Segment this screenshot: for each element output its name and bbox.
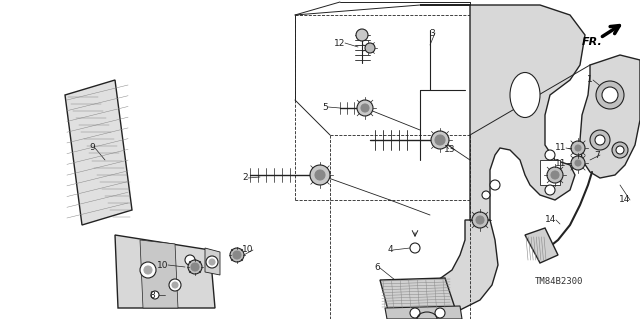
Circle shape: [571, 141, 585, 155]
Circle shape: [435, 135, 445, 145]
Circle shape: [612, 142, 628, 158]
Polygon shape: [140, 240, 178, 308]
Circle shape: [571, 156, 585, 170]
Circle shape: [545, 150, 555, 160]
Text: 2: 2: [243, 174, 248, 182]
Circle shape: [410, 243, 420, 253]
Text: 13: 13: [444, 145, 455, 154]
Text: 14: 14: [545, 216, 556, 225]
Circle shape: [435, 308, 445, 318]
Circle shape: [356, 29, 368, 41]
Polygon shape: [385, 306, 462, 319]
Circle shape: [357, 100, 373, 116]
Circle shape: [472, 212, 488, 228]
Polygon shape: [65, 80, 132, 225]
Circle shape: [595, 135, 605, 145]
Text: FR.: FR.: [582, 37, 602, 47]
Circle shape: [545, 185, 555, 195]
Polygon shape: [580, 55, 640, 178]
Circle shape: [169, 279, 181, 291]
Text: 8: 8: [149, 291, 155, 300]
Circle shape: [172, 282, 178, 288]
Text: 11: 11: [554, 144, 566, 152]
Circle shape: [616, 146, 624, 154]
Text: 12: 12: [333, 39, 345, 48]
Text: 14: 14: [619, 196, 630, 204]
Circle shape: [144, 266, 152, 274]
Circle shape: [365, 43, 375, 53]
Text: 6: 6: [374, 263, 380, 272]
Circle shape: [590, 130, 610, 150]
Circle shape: [602, 87, 618, 103]
Circle shape: [206, 256, 218, 268]
Circle shape: [151, 291, 159, 299]
Circle shape: [185, 255, 195, 265]
Text: 5: 5: [323, 102, 328, 112]
Text: 10: 10: [241, 246, 253, 255]
Circle shape: [310, 165, 330, 185]
Polygon shape: [390, 220, 498, 315]
Polygon shape: [540, 160, 560, 185]
Text: TM84B2300: TM84B2300: [535, 278, 584, 286]
Text: 11: 11: [554, 159, 566, 167]
Text: 9: 9: [89, 144, 95, 152]
Circle shape: [547, 167, 563, 183]
Polygon shape: [115, 235, 215, 308]
Circle shape: [482, 191, 490, 199]
Polygon shape: [420, 5, 585, 225]
Circle shape: [490, 180, 500, 190]
Text: 3: 3: [429, 28, 435, 38]
Circle shape: [230, 248, 244, 262]
Circle shape: [551, 171, 559, 179]
Circle shape: [476, 216, 484, 224]
Circle shape: [209, 259, 215, 265]
Circle shape: [315, 170, 325, 180]
Circle shape: [410, 308, 420, 318]
Polygon shape: [380, 278, 455, 310]
Circle shape: [596, 81, 624, 109]
Circle shape: [191, 263, 199, 271]
Polygon shape: [205, 248, 220, 275]
Circle shape: [361, 104, 369, 112]
Text: 7: 7: [595, 151, 600, 160]
Circle shape: [188, 260, 202, 274]
Circle shape: [140, 262, 156, 278]
Text: 1: 1: [588, 76, 593, 85]
Text: 4: 4: [387, 246, 393, 255]
Text: 10: 10: [157, 261, 168, 270]
Polygon shape: [525, 228, 558, 263]
Circle shape: [233, 251, 241, 259]
Circle shape: [575, 160, 581, 166]
Circle shape: [575, 145, 581, 151]
Ellipse shape: [510, 72, 540, 117]
Circle shape: [431, 131, 449, 149]
